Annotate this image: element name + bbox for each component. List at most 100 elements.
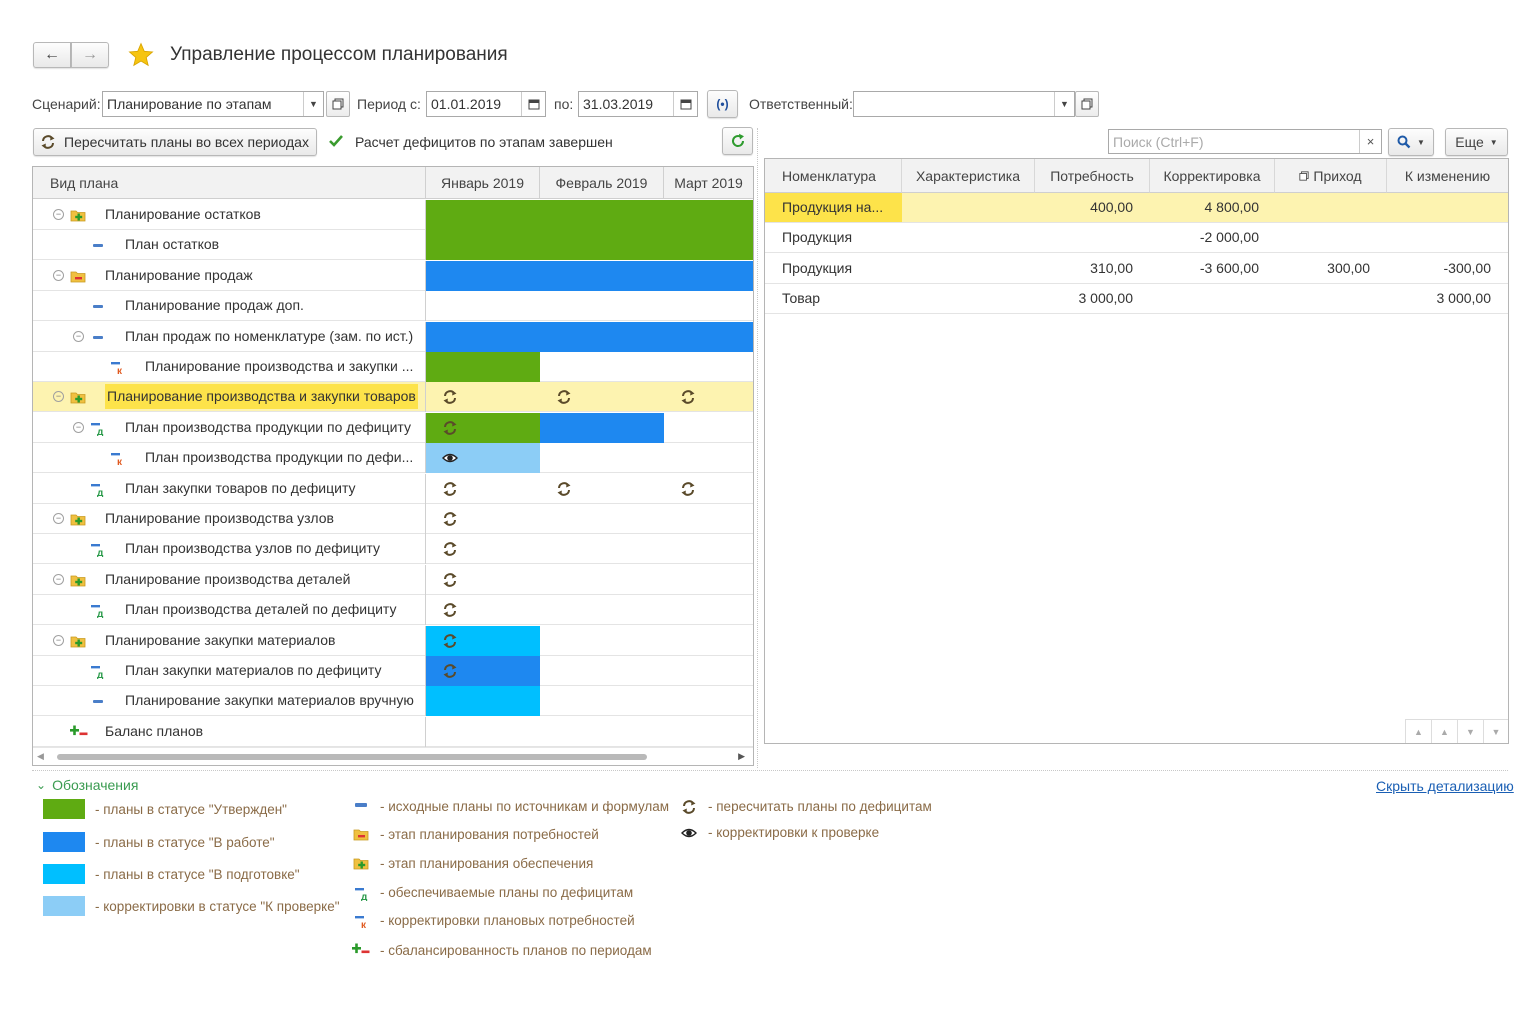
month-cell[interactable] [540,230,664,261]
month-cell[interactable] [426,352,540,382]
plan-row[interactable]: д План производства деталей по дефициту [33,595,753,626]
scroll-right-icon[interactable]: ▶ [738,751,745,761]
month-cell[interactable] [540,200,664,230]
details-grid[interactable]: Номенклатура Характеристика Потребность … [764,158,1509,744]
recalc-icon[interactable] [442,420,458,436]
month-cell[interactable] [664,686,753,716]
month-cell[interactable] [664,534,753,564]
month-cell[interactable] [540,474,664,504]
month-cell[interactable] [540,595,664,625]
col-header-need[interactable]: Потребность [1035,159,1150,193]
search-button[interactable]: ▼ [1388,128,1434,156]
scenario-dropdown-button[interactable]: ▼ [303,92,323,116]
month-cell[interactable] [664,260,753,291]
table-row[interactable]: Товар 3 000,00 3 000,00 [765,284,1508,314]
plan-row[interactable]: − План продаж по номенклатуре (зам. по ис… [33,321,753,352]
month-cell[interactable] [426,656,540,686]
period-select-button[interactable]: (•) [707,90,738,118]
recalc-icon[interactable] [442,633,458,649]
col-header-month-2[interactable]: Февраль 2019 [540,167,664,199]
back-button[interactable]: ← [33,42,71,68]
eye-icon[interactable] [442,450,458,466]
month-cell[interactable] [426,595,540,625]
legend-toggle[interactable]: ⌄ Обозначения [36,777,138,793]
month-cell[interactable] [664,565,753,595]
month-cell[interactable] [664,291,753,321]
expand-toggle-icon[interactable]: − [53,209,64,220]
responsible-open-button[interactable] [1075,91,1099,117]
hide-details-link[interactable]: Скрыть детализацию [1376,778,1514,794]
plan-row[interactable]: − Планирование производства и закупки тов… [33,382,753,413]
month-cell[interactable] [664,352,753,382]
table-row[interactable]: Продукция 310,00 -3 600,00 300,00 -300,00 [765,254,1508,284]
plan-row[interactable]: Планирование продаж доп. [33,291,753,322]
month-cell[interactable] [426,382,540,412]
expand-toggle-icon[interactable]: − [53,573,64,585]
month-cell[interactable] [540,626,664,656]
month-cell[interactable] [664,200,753,230]
month-cell[interactable] [426,230,540,261]
recalc-icon[interactable] [680,389,696,405]
plan-row[interactable]: Планирование закупки материалов вручную [33,686,753,717]
month-cell[interactable] [540,534,664,564]
plan-row[interactable]: − Планирование продаж [33,260,753,291]
recalc-icon[interactable] [442,541,458,557]
plan-row[interactable]: План остатков [33,230,753,261]
recalc-icon[interactable] [442,511,458,527]
month-cell[interactable] [664,474,753,504]
month-cell[interactable] [664,717,753,747]
refresh-button[interactable] [722,127,753,155]
month-cell[interactable] [540,443,664,473]
expand-toggle-icon[interactable]: − [73,330,84,342]
month-cell[interactable] [664,595,753,625]
recalc-icon[interactable] [442,602,458,618]
nav-prev-icon[interactable]: ▲ [1431,720,1457,743]
col-header-plan-kind[interactable]: Вид плана [33,167,426,199]
plan-row[interactable]: − Планирование производства узлов [33,504,753,534]
panel-splitter[interactable] [757,128,758,768]
more-button[interactable]: Еще ▼ [1445,128,1508,156]
month-cell[interactable] [664,230,753,261]
expand-toggle-icon[interactable]: − [53,269,64,281]
scroll-left-icon[interactable]: ◀ [37,751,44,761]
plan-row[interactable]: к Планирование производства и закупки ... [33,352,753,382]
favorite-star-icon[interactable] [128,42,154,71]
col-header-to-change[interactable]: К изменению [1387,159,1508,193]
plan-row[interactable]: − Планирование закупки материалов [33,625,753,656]
plan-row[interactable]: Баланс планов [33,716,753,747]
plan-row[interactable]: к План производства продукции по дефи... [33,443,753,474]
scenario-field[interactable]: Планирование по этапам ▼ [102,91,324,117]
month-cell[interactable] [540,260,664,291]
plan-row[interactable]: − Планирование остатков [33,200,753,230]
col-header-month-1[interactable]: Январь 2019 [426,167,540,199]
expand-toggle-icon[interactable]: − [73,421,84,433]
responsible-field[interactable]: ▼ [853,91,1075,117]
recalc-icon[interactable] [556,389,572,405]
month-cell[interactable] [426,260,540,291]
horizontal-scrollbar[interactable]: ◀ ▶ [33,747,753,765]
month-cell[interactable] [540,352,664,382]
month-cell[interactable] [426,474,540,504]
expand-toggle-icon[interactable]: − [53,513,64,524]
nav-first-icon[interactable]: ▲ [1405,720,1431,743]
recalc-icon[interactable] [442,572,458,588]
scenario-open-button[interactable] [326,91,350,117]
month-cell[interactable] [540,565,664,595]
period-from-field[interactable]: 01.01.2019 [426,91,546,117]
col-header-correction[interactable]: Корректировка [1150,159,1275,193]
recalc-icon[interactable] [442,481,458,497]
col-header-characteristic[interactable]: Характеристика [902,159,1035,193]
month-cell[interactable] [664,656,753,686]
month-cell[interactable] [540,291,664,321]
search-clear-button[interactable]: × [1359,130,1381,153]
month-cell[interactable] [664,443,753,473]
month-cell[interactable] [540,686,664,716]
month-cell[interactable] [426,686,540,717]
month-cell[interactable] [426,443,540,474]
recalc-icon[interactable] [556,481,572,497]
responsible-dropdown-button[interactable]: ▼ [1054,92,1074,116]
recalc-icon[interactable] [442,389,458,405]
month-cell[interactable] [540,412,664,443]
plan-kinds-grid[interactable]: Вид плана Январь 2019 Февраль 2019 Март … [32,166,754,766]
month-cell[interactable] [664,321,753,352]
